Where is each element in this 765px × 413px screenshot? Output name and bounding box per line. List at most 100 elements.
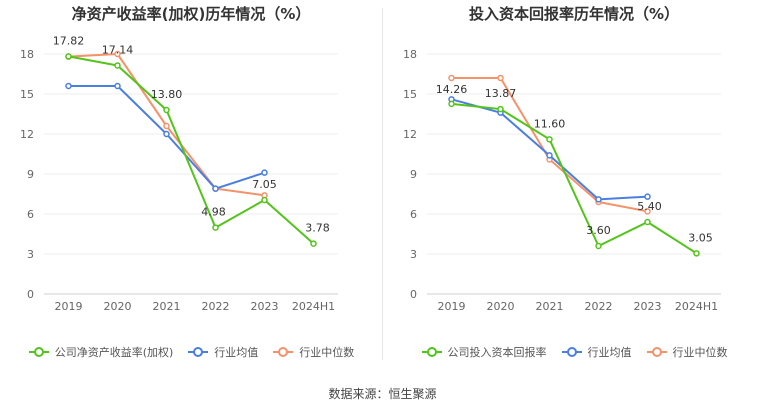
legend-label: 行业均值 [587, 346, 632, 359]
legend-label: 公司净资产收益率(加权) [54, 346, 174, 359]
chart-title: 投入资本回报率历年情况（%） [468, 5, 680, 23]
y-tick-label: 18 [403, 48, 417, 61]
legend-marker-dot [426, 347, 437, 357]
y-tick-label: 15 [403, 88, 417, 101]
data-label: 11.60 [534, 117, 566, 130]
series-line [68, 55, 315, 245]
y-tick-label: 9 [27, 168, 34, 181]
data-point [497, 105, 504, 113]
data-label: 5.40 [637, 200, 662, 213]
data-point [65, 53, 72, 60]
data-label: 14.26 [436, 83, 468, 96]
data-point [693, 250, 700, 257]
y-tick-label: 15 [20, 88, 34, 101]
legend-marker-dot [193, 347, 204, 357]
series-line [451, 77, 648, 213]
roe-line-chart: 0 3 6 9 12 15 18 2019 2020 2021 2022 2023 2024H1 17.8… [20, 34, 338, 313]
data-point [448, 100, 455, 108]
data-point [497, 74, 504, 82]
legend-item[interactable]: 行业中位数 [272, 344, 354, 360]
data-point [163, 106, 170, 114]
data-point [163, 130, 170, 138]
x-tick-label: 2020 [104, 300, 132, 313]
legend-marker-icon [561, 347, 582, 357]
legend-marker-icon [646, 347, 667, 357]
series-line [451, 102, 698, 255]
panel-divider [382, 8, 383, 360]
chart-title: 净资产收益率(加权)历年情况（%） [71, 5, 311, 23]
data-label: 7.05 [252, 178, 277, 191]
legend-item[interactable]: 公司投入资本回报率 [421, 344, 547, 360]
chart-legend: 公司投入资本回报率 行业均值 行业中位数 [383, 342, 765, 362]
y-tick-label: 0 [410, 288, 417, 301]
data-point [261, 196, 268, 204]
legend-marker-icon [273, 347, 294, 357]
y-tick-label: 6 [410, 208, 417, 221]
x-tick-label: 2022 [202, 300, 230, 313]
x-tick-label: 2023 [251, 300, 279, 313]
data-label: 17.82 [53, 34, 85, 47]
legend-marker-icon [28, 347, 49, 357]
data-label: 13.80 [151, 88, 183, 101]
legend-marker-icon [421, 347, 442, 357]
data-label: 3.78 [305, 222, 330, 235]
data-point [448, 74, 455, 82]
legend-item[interactable]: 行业均值 [561, 344, 632, 360]
legend-marker-icon [188, 347, 209, 357]
x-tick-label: 2019 [55, 300, 83, 313]
data-point [644, 208, 651, 215]
data-point [595, 242, 602, 250]
x-tick-label: 2024H1 [292, 300, 335, 313]
data-point [114, 62, 121, 69]
legend-marker-dot [278, 347, 289, 357]
x-tick-label: 2021 [536, 300, 564, 313]
series-line [68, 85, 265, 190]
data-label: 17.14 [102, 43, 134, 56]
roe-chart-panel: 净资产收益率(加权)历年情况（%） 0 3 6 9 12 15 18 2019 2020 2021… [0, 0, 382, 370]
legend-item[interactable]: 行业中位数 [646, 344, 728, 360]
roic-chart-panel: 投入资本回报率历年情况（%） 0 3 6 9 12 15 18 2019 2020 2021 202… [383, 0, 765, 370]
y-tick-label: 3 [410, 248, 417, 261]
y-tick-label: 0 [27, 288, 34, 301]
legend-item[interactable]: 公司净资产收益率(加权) [28, 344, 174, 360]
data-label: 3.05 [688, 231, 713, 244]
y-tick-label: 12 [20, 128, 34, 141]
y-tick-label: 3 [27, 248, 34, 261]
legend-label: 行业均值 [214, 346, 259, 359]
legend-label: 行业中位数 [672, 346, 728, 359]
data-label: 4.98 [201, 206, 226, 219]
y-tick-label: 6 [27, 208, 34, 221]
data-point [310, 240, 317, 247]
data-point [65, 82, 72, 90]
data-source-note: 数据来源：恒生聚源 [328, 387, 437, 401]
data-point [114, 50, 121, 58]
x-tick-label: 2021 [153, 300, 181, 313]
y-tick-label: 18 [20, 48, 34, 61]
chart-legend: 公司净资产收益率(加权) 行业均值 行业中位数 [0, 342, 382, 362]
data-label: 3.60 [586, 224, 611, 237]
x-tick-label: 2020 [487, 300, 515, 313]
roic-line-chart: 0 3 6 9 12 15 18 2019 2020 2021 2022 2023 2024H1 14.2… [403, 48, 721, 313]
x-tick-label: 2019 [438, 300, 466, 313]
legend-label: 公司投入资本回报率 [447, 346, 547, 359]
legend-item[interactable]: 行业均值 [187, 344, 258, 360]
x-tick-label: 2023 [634, 300, 662, 313]
x-tick-label: 2024H1 [675, 300, 718, 313]
legend-label: 行业中位数 [299, 346, 355, 359]
x-tick-label: 2022 [585, 300, 613, 313]
data-point [595, 196, 602, 203]
data-point [212, 224, 219, 231]
series-line [451, 98, 648, 201]
y-tick-label: 12 [403, 128, 417, 141]
data-label: 13.87 [485, 87, 517, 100]
data-point [212, 185, 219, 192]
data-point [261, 169, 268, 176]
data-point [546, 152, 553, 159]
legend-marker-dot [651, 347, 662, 357]
data-point [163, 122, 170, 130]
data-point [644, 218, 651, 226]
y-tick-label: 9 [410, 168, 417, 181]
data-point [644, 193, 651, 200]
legend-marker-dot [566, 347, 577, 357]
data-point [546, 136, 553, 143]
